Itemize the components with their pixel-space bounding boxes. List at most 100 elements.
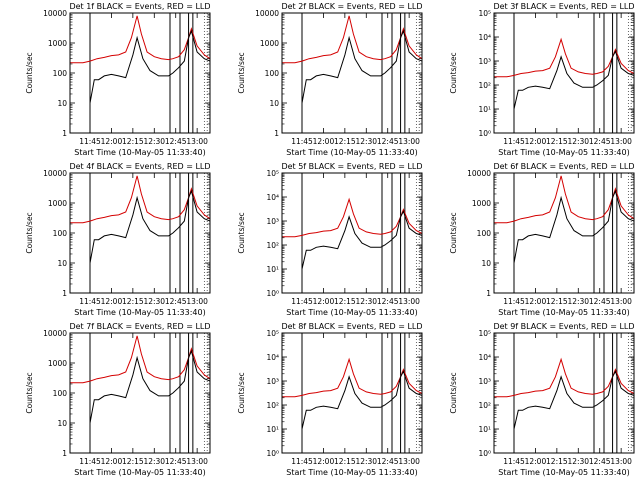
y-tick-label: 100 — [53, 69, 68, 78]
y-tick-label: 10² — [266, 401, 279, 410]
black-events-series — [89, 29, 211, 104]
y-tick-label: 10¹ — [266, 425, 279, 434]
y-tick-label: 10² — [266, 241, 279, 250]
x-tick-label: 12:45 — [377, 297, 399, 306]
x-tick-label: 12:00 — [313, 137, 335, 146]
y-axis-label: Counts/sec — [449, 212, 458, 253]
x-tick-label: 13:00 — [186, 457, 208, 466]
y-axis-label: Counts/sec — [449, 372, 458, 413]
x-tick-label: 13:00 — [186, 297, 208, 306]
x-axis-label: Start Time (10-May-05 11:33:40) — [286, 308, 417, 317]
x-axis-label: Start Time (10-May-05 11:33:40) — [498, 468, 629, 477]
panel-title: Det 5f BLACK = Events, RED = LLD — [281, 162, 422, 171]
x-tick-label: 12:45 — [165, 297, 187, 306]
x-axis-label: Start Time (10-May-05 11:33:40) — [74, 148, 205, 157]
x-tick-label: 12:30 — [143, 137, 165, 146]
x-tick-label: 11:45 — [291, 137, 313, 146]
y-tick-label: 10 — [481, 259, 491, 268]
x-tick-label: 13:00 — [610, 457, 632, 466]
x-tick-label: 12:00 — [525, 137, 547, 146]
y-tick-label: 10000 — [255, 9, 279, 18]
plot-frame — [69, 12, 211, 134]
y-tick-label: 10 — [57, 99, 67, 108]
plot-frame — [493, 12, 635, 134]
x-tick-label: 12:30 — [355, 297, 377, 306]
x-tick-label: 11:45 — [291, 457, 313, 466]
x-tick-label: 11:45 — [79, 137, 101, 146]
y-axis-label: Counts/sec — [25, 52, 34, 93]
y-tick-label: 10000 — [43, 169, 67, 178]
x-tick-label: 11:45 — [503, 137, 525, 146]
y-axis-label: Counts/sec — [237, 372, 246, 413]
plot-frame — [69, 172, 211, 294]
y-tick-label: 10³ — [478, 57, 491, 66]
y-tick-label: 10⁵ — [266, 169, 279, 178]
x-tick-label: 12:45 — [377, 137, 399, 146]
x-axis-label: Start Time (10-May-05 11:33:40) — [498, 148, 629, 157]
x-tick-label: 11:45 — [503, 297, 525, 306]
panel-title: Det 1f BLACK = Events, RED = LLD — [69, 2, 210, 11]
y-axis-label: Counts/sec — [237, 52, 246, 93]
x-tick-label: 12:30 — [355, 137, 377, 146]
black-events-series — [513, 370, 635, 430]
plot-frame — [281, 12, 423, 134]
x-tick-label: 13:00 — [398, 137, 420, 146]
x-tick-label: 13:00 — [610, 137, 632, 146]
panel-title: Det 4f BLACK = Events, RED = LLD — [69, 162, 210, 171]
x-tick-label: 12:45 — [589, 297, 611, 306]
y-tick-label: 1000 — [48, 199, 67, 208]
y-tick-label: 100 — [265, 69, 280, 78]
x-tick-label: 13:00 — [610, 297, 632, 306]
y-tick-label: 10⁰ — [478, 449, 491, 458]
y-tick-label: 10¹ — [266, 265, 279, 274]
panel: Det 4f BLACK = Events, RED = LLD 1 10 100 10… — [25, 162, 211, 317]
panel-title: Det 3f BLACK = Events, RED = LLD — [493, 2, 634, 11]
plot-frame — [493, 172, 635, 294]
y-tick-label: 10³ — [266, 217, 279, 226]
plot-frame — [69, 332, 211, 454]
y-tick-label: 10³ — [266, 377, 279, 386]
y-tick-label: 1 — [62, 449, 67, 458]
black-events-series — [301, 29, 423, 104]
x-tick-label: 12:15 — [334, 457, 356, 466]
x-tick-label: 12:30 — [355, 457, 377, 466]
y-tick-label: 10000 — [43, 329, 67, 338]
y-tick-label: 10 — [57, 419, 67, 428]
y-tick-label: 10⁴ — [266, 353, 279, 362]
x-tick-label: 12:00 — [525, 297, 547, 306]
y-tick-label: 10⁰ — [266, 449, 279, 458]
x-tick-label: 12:30 — [143, 297, 165, 306]
y-tick-label: 1000 — [48, 359, 67, 368]
y-tick-label: 10⁴ — [266, 193, 279, 202]
x-tick-label: 12:45 — [589, 457, 611, 466]
y-axis-label: Counts/sec — [449, 52, 458, 93]
y-axis-label: Counts/sec — [237, 212, 246, 253]
x-axis-label: Start Time (10-May-05 11:33:40) — [286, 148, 417, 157]
y-tick-label: 100 — [477, 229, 492, 238]
black-events-series — [89, 349, 211, 424]
x-tick-label: 12:15 — [334, 297, 356, 306]
y-tick-label: 1 — [486, 289, 491, 298]
x-tick-label: 13:00 — [186, 137, 208, 146]
x-tick-label: 12:30 — [567, 457, 589, 466]
y-tick-label: 10⁵ — [478, 9, 491, 18]
y-tick-label: 10¹ — [478, 425, 491, 434]
y-tick-label: 10² — [478, 401, 491, 410]
x-tick-label: 11:45 — [79, 457, 101, 466]
x-tick-label: 12:00 — [101, 137, 123, 146]
y-tick-label: 10⁴ — [478, 33, 491, 42]
panel: Det 8f BLACK = Events, RED = LLD 10⁰ 10¹ 10… — [237, 322, 423, 477]
y-tick-label: 1 — [62, 129, 67, 138]
panel: Det 2f BLACK = Events, RED = LLD 1 10 100 10… — [237, 2, 423, 157]
panel: Det 6f BLACK = Events, RED = LLD 1 10 100 10… — [449, 162, 635, 317]
x-axis-label: Start Time (10-May-05 11:33:40) — [286, 468, 417, 477]
x-tick-label: 12:00 — [101, 457, 123, 466]
y-tick-label: 10⁵ — [478, 329, 491, 338]
y-tick-label: 1 — [274, 129, 279, 138]
black-events-series — [513, 189, 635, 264]
x-tick-label: 12:00 — [313, 297, 335, 306]
black-events-series — [301, 210, 423, 270]
x-tick-label: 12:15 — [122, 457, 144, 466]
y-axis-label: Counts/sec — [25, 372, 34, 413]
y-tick-label: 10 — [57, 259, 67, 268]
